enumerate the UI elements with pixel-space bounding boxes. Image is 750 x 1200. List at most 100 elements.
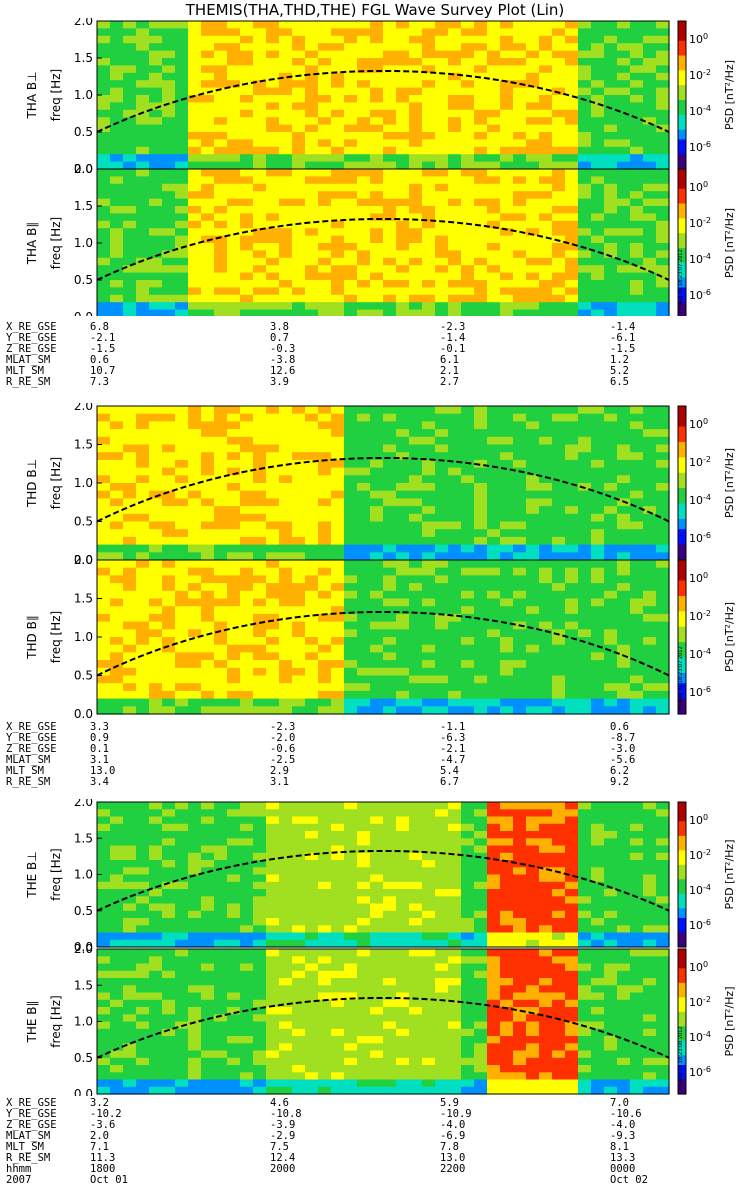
the-ephemeris-table: X_RE_GSE 3.2 4.6 5.9 7.0 Y_RE_GSE -10.2 -10.8 -1… [0,1098,750,1186]
colorbar-segment [678,932,686,938]
colorbar-segment [678,585,686,592]
colorbar-segment [678,493,686,499]
colorbar-segment [678,606,686,612]
colorbar-tick-label: 10-2 [689,68,711,82]
colorbar-segment [678,621,686,628]
colorbar-tick-label: 10-4 [689,252,711,266]
ephemeris-value: 2.0 [90,1130,109,1142]
colorbar-segment [678,903,686,909]
ephemeris-value: -1.5 [610,343,636,355]
y-axis-label: THA B⊥ [25,71,39,119]
colorbar-segment [678,218,686,224]
ephemeris-value: 1800 [90,1163,116,1175]
colorbar-segment [678,560,686,566]
colorbar-segment [678,292,686,298]
colorbar-tick-label: 10-4 [689,493,711,507]
ephemeris-label: MLAT_SM [6,354,51,366]
ephemeris-row: R_RE_SM 3.4 3.1 6.7 9.2 [0,777,750,788]
colorbar-segment [678,208,686,214]
y-tick-label: 0.0 [74,310,93,316]
colorbar-frame [677,801,687,948]
colorbar-segment [678,524,686,530]
ephemeris-value: 7.8 [440,1141,459,1153]
ephemeris-row: MLAT_SM 2.0 -2.9 -6.9 -9.3 [0,1131,750,1142]
y-axis-unit-label: freq [Hz] [49,217,63,269]
y-tick-label: 0.0 [74,940,93,954]
colorbar-segment [678,477,686,484]
colorbar-segment [678,688,686,695]
colorbar-segment [678,75,686,81]
y-tick-label: 0.0 [74,553,93,567]
y-axis-unit-label: freq [Hz] [49,457,63,509]
colorbar-segment [678,287,686,293]
spectrogram-panel: 0.0 0.5 1.0 1.5 2.0 THE B⊥ freq [Hz] 100 10-2 10-… [25,799,736,954]
ephemeris-row: X_RE_GSE 3.2 4.6 5.9 7.0 [0,1098,750,1109]
colorbar-segment [678,134,686,140]
colorbar-segment [678,35,686,42]
colorbar-segment [678,1045,686,1052]
colorbar-label: PSD [nT²/Hz] [723,448,736,518]
colorbar-segment [678,575,686,582]
ephemeris-value: -2.1 [440,743,466,755]
ephemeris-value: -4.0 [440,1119,466,1131]
y-tick-label: 1.5 [74,51,93,65]
ephemeris-row: Y_RE_GSE -10.2 -10.8 -10.9 -10.6 [0,1109,750,1120]
ephemeris-row: X_RE_GSE 3.3 -2.3 -1.1 0.6 [0,722,750,733]
ephemeris-value: 11.3 [90,1152,116,1164]
ephemeris-value: 6.5 [610,376,629,388]
ephemeris-value: 1.2 [610,354,629,366]
ephemeris-value: 2.9 [270,765,289,777]
ephemeris-value: Oct 02 [610,1174,648,1186]
colorbar-segment [678,1055,686,1061]
colorbar-segment [678,534,686,541]
colorbar-segment [678,462,686,469]
y-tick-label: 1.0 [74,630,93,644]
ephemeris-value: -2.9 [270,1130,296,1142]
colorbar-segment [678,1069,686,1076]
ephemeris-label: 2007 [6,1174,32,1186]
ephemeris-label: MLT_SM [6,365,44,377]
colorbar-segment [678,488,686,494]
colorbar-segment [678,129,686,136]
ephemeris-value: 3.4 [90,776,109,788]
ephemeris-value: -8.7 [610,732,636,744]
page-title: THEMIS(THA,THD,THE) FGL Wave Survey Plot… [185,1,565,19]
y-tick-label: 2.0 [74,553,93,567]
colorbar-segment [678,282,686,288]
colorbar-frame [677,168,687,316]
colorbar-segment [678,590,686,597]
colorbar-tick-label: 10-4 [689,1030,711,1044]
colorbar-segment [678,631,686,638]
ephemeris-value: -10.9 [440,1108,472,1120]
colorbar-segment [678,1065,686,1071]
ephemeris-label: hhmm [6,1163,32,1175]
colorbar-segment [678,973,686,979]
colorbar-tick-label: 10-6 [689,140,711,154]
colorbar-segment [678,95,686,101]
colorbar-segment [678,70,686,76]
colorbar-segment [678,1007,686,1013]
ephemeris-row: hhmm 1800 2000 2200 0000 [0,1164,750,1175]
ephemeris-row: Z_RE_GSE -3.6 -3.9 -4.0 -4.0 [0,1120,750,1131]
y-tick-label: 2.0 [74,799,93,809]
colorbar-segment [678,518,686,525]
colorbar-segment [678,228,686,234]
overlay-curve [96,997,670,1059]
spectrogram-panel: 0.0 0.5 1.0 1.5 2.0 THA B∥ freq [Hz] 100 10-2 10-… [25,162,736,316]
colorbar-segment [678,272,686,279]
colorbar-segment [678,997,686,1003]
colorbar-segment [678,908,686,914]
colorbar-segment [678,539,686,546]
colorbar-segment [678,884,686,890]
colorbar-tick-label: 10-4 [689,883,711,897]
y-tick-label: 1.0 [74,476,93,490]
ephemeris-value: -2.5 [270,754,296,766]
colorbar-segment [678,297,686,303]
ephemeris-value: -6.1 [610,332,636,344]
colorbar-segment [678,913,686,919]
colorbar-segment [678,987,686,994]
ephemeris-value: 3.1 [90,754,109,766]
ephemeris-label: X_RE_GSE [6,721,57,733]
ephemeris-value: 3.1 [270,776,289,788]
y-tick-label: 2.0 [74,403,93,413]
